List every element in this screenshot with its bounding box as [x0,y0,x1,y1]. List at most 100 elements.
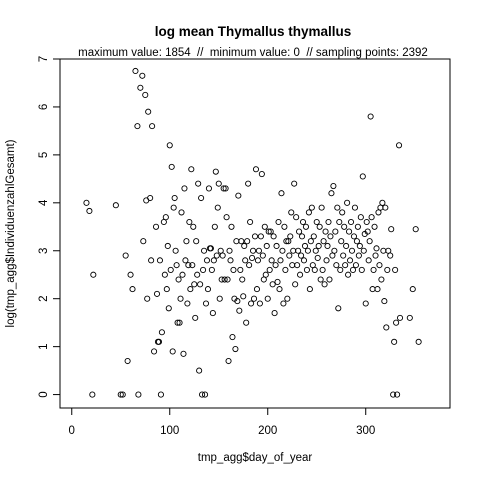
data-point [390,391,397,398]
data-point [274,278,281,285]
y-tick-label: 6 [38,104,50,110]
data-point [192,314,199,321]
data-point [139,72,146,79]
data-points [83,67,422,398]
data-point [169,348,176,355]
data-point [294,262,301,269]
data-point [396,314,404,321]
data-point [256,300,263,307]
data-point [354,223,361,230]
data-point [175,276,182,283]
data-point [272,262,279,269]
y-tick-label: 2 [38,295,50,301]
data-point [227,257,234,264]
data-point [314,254,321,261]
data-point [308,204,315,211]
data-point [243,319,250,326]
data-point [339,209,346,216]
data-point [173,262,180,269]
data-point [293,214,300,221]
data-point [153,290,161,297]
data-point [345,271,352,278]
data-point [193,238,200,245]
data-point [182,257,189,264]
data-point [194,271,201,278]
data-point [288,209,295,216]
data-point [275,218,282,226]
data-point [409,286,416,293]
data-point [196,367,203,374]
data-point [295,247,302,254]
data-point [205,185,212,192]
data-point [395,142,403,149]
data-point [171,194,178,202]
data-point [181,185,188,192]
data-point [347,218,355,226]
data-point [167,266,174,273]
data-point [393,319,400,326]
data-point [321,281,328,288]
data-point [298,233,306,240]
data-point [240,293,247,300]
data-point [344,199,351,206]
data-point [261,223,268,230]
x-tick-label: 300 [356,425,375,437]
data-point [378,276,385,283]
data-point [384,266,391,273]
data-point [282,266,289,273]
chart-title: log mean Thymallus thymallus [155,24,352,39]
data-point [284,295,291,302]
data-point [149,123,156,130]
data-point [337,266,344,273]
data-point [135,391,142,398]
data-point [214,204,221,211]
data-point [199,391,206,398]
data-point [388,226,395,233]
data-point [311,266,318,273]
data-point [290,247,297,254]
data-point [208,266,215,273]
data-point [189,262,196,269]
data-point [202,300,210,307]
data-point [333,262,340,269]
data-point [312,247,319,254]
data-point [392,266,399,273]
data-point [241,242,248,250]
y-axis: 0 1 2 3 4 5 6 7 [38,56,60,398]
data-point [346,228,353,235]
data-point [237,266,244,273]
data-point [137,84,144,91]
data-point [306,286,313,293]
data-point [324,242,331,250]
data-point [209,310,216,317]
data-point [234,298,241,305]
data-point [363,218,370,226]
data-point [210,257,217,264]
data-point [281,223,288,230]
data-point [238,238,245,245]
data-point [267,228,274,235]
data-point [369,286,376,293]
y-tick-label: 7 [38,56,50,62]
data-point [298,252,305,259]
data-point [310,233,317,240]
data-point [220,185,227,192]
data-point [269,281,276,288]
data-point [296,228,303,235]
data-point [213,252,220,259]
data-point [325,218,332,226]
data-point [307,238,314,245]
data-point [380,247,387,254]
data-point [203,257,211,264]
data-point [328,190,335,197]
data-point [278,190,285,197]
data-point [246,262,253,269]
data-point [379,199,386,206]
data-point [350,233,358,240]
data-point [112,202,119,209]
data-point [330,182,337,190]
data-point [157,391,164,398]
data-point [356,242,363,250]
x-tick-label: 100 [160,425,179,437]
data-point [148,257,155,264]
